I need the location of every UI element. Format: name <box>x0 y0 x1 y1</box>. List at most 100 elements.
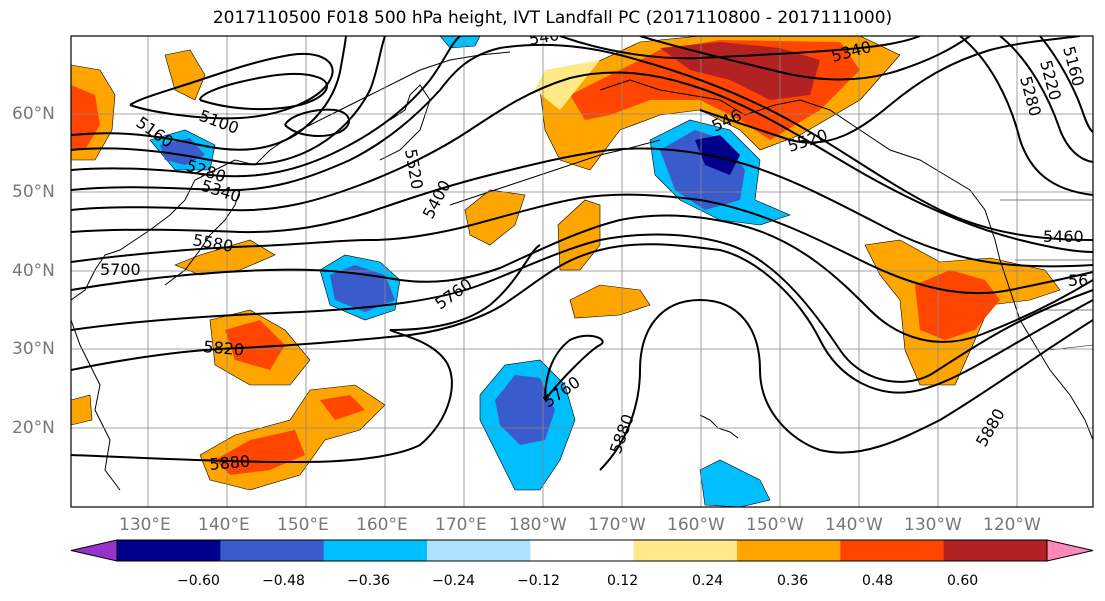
lat-label: 30°N <box>12 339 55 359</box>
contour-ne-3 <box>1039 36 1093 133</box>
contour-5700 <box>71 214 1093 343</box>
ivt-negative-core <box>160 138 205 165</box>
ivt-positive-core <box>215 430 305 475</box>
lat-label: 60°N <box>12 104 55 124</box>
lon-label: 120°W <box>983 515 1041 535</box>
contour-5520-ak <box>699 36 1081 144</box>
colorbar-tick-label: 0.36 <box>777 573 809 589</box>
ivt-positive-region <box>557 199 601 271</box>
lon-label: 130°W <box>904 515 962 535</box>
ivt-positive-region <box>71 394 93 426</box>
colorbar-segment <box>943 540 1048 561</box>
contour-5820 <box>71 243 1093 394</box>
ivt-positive-region <box>464 189 526 246</box>
colorbar <box>70 539 1094 562</box>
ivt-positive-region <box>174 239 276 276</box>
lat-label: 20°N <box>12 418 55 438</box>
contour-5760-loop <box>544 334 604 401</box>
ivt-positive-core <box>320 395 365 420</box>
lon-label: 160°W <box>667 515 725 535</box>
contour-5100-loop <box>199 72 328 111</box>
lon-label: 140°E <box>198 515 250 535</box>
colorbar-tick-label: 0.60 <box>947 573 979 589</box>
gridlines <box>71 36 1093 507</box>
contour-label: 5460 <box>1043 227 1084 246</box>
colorbar-segment <box>840 540 945 561</box>
coastline-japan <box>164 189 241 286</box>
coastline-asia <box>71 51 511 301</box>
colorbar-segment <box>427 540 531 561</box>
ivt-positive-region <box>569 284 651 319</box>
colorbar-extend-max <box>1046 539 1094 562</box>
lon-label: 150°E <box>277 515 329 535</box>
height-contours <box>71 36 1093 471</box>
contour-5340-west <box>71 36 386 166</box>
ivt-negative-core <box>495 375 555 445</box>
colorbar-tick-label: −0.60 <box>177 573 220 589</box>
colorbar-tick-label: 0.12 <box>607 573 639 589</box>
lat-label: 50°N <box>12 182 55 202</box>
coastlines <box>71 51 1093 491</box>
figure-title: 2017110500 F018 500 hPa height, IVT Land… <box>212 8 893 28</box>
ivt-negative-region <box>699 459 771 507</box>
colorbar-tick-label: −0.36 <box>347 573 390 589</box>
ivt-negative-peak <box>695 135 740 175</box>
coastline-kamchatka <box>379 84 431 161</box>
lat-label: 40°N <box>12 261 55 281</box>
hawaii <box>699 414 739 439</box>
ivt-negative-region <box>439 36 481 49</box>
lon-label: 130°E <box>119 515 171 535</box>
ivt-positive-region <box>164 49 206 101</box>
contour-label: 5280 <box>1016 74 1045 118</box>
colorbar-tick-label: 0.48 <box>862 573 894 589</box>
lon-label: 150°W <box>746 515 804 535</box>
contour-label: 5520 <box>401 147 427 190</box>
lon-label: 180°W <box>509 515 567 535</box>
colorbar-segment <box>117 540 221 561</box>
contour-5460 <box>71 43 1093 241</box>
contour-5280 <box>71 36 347 151</box>
contour-5580 <box>71 147 1093 268</box>
lon-label: 140°W <box>825 515 883 535</box>
contour-5880-east <box>599 298 1093 471</box>
contour-5160-loop <box>129 52 334 120</box>
ivt-positive-region <box>535 60 600 110</box>
lon-label: 170°E <box>435 515 487 535</box>
colorbar-segment <box>530 540 635 561</box>
coastline-namerica-west <box>994 239 1093 441</box>
coastline-alaska <box>599 79 996 241</box>
contour-5880-south <box>71 244 541 464</box>
colorbar-segment <box>220 540 325 561</box>
contour-label: 5820 <box>203 337 245 359</box>
contour-5400 <box>71 36 461 178</box>
colorbar-frame <box>116 539 1048 562</box>
lon-label: 170°W <box>588 515 646 535</box>
contour-label: 5700 <box>100 260 141 279</box>
ivt-positive-core <box>225 320 285 370</box>
colorbar-tick-label: −0.12 <box>517 573 560 589</box>
contour-label: 5880 <box>606 412 638 457</box>
contour-5340-north <box>559 36 921 60</box>
colorbar-tick-label: −0.24 <box>432 573 475 589</box>
colorbar-tick-label: −0.48 <box>262 573 305 589</box>
lon-label: 160°E <box>356 515 408 535</box>
coastline-asia-south <box>71 319 121 491</box>
contour-5460-north <box>639 36 971 81</box>
contour-label: 5160 <box>1059 44 1088 88</box>
contour-label: 5100 <box>197 106 242 138</box>
contour-label: 5340 <box>199 176 244 207</box>
contour-label: 56 <box>1068 271 1088 290</box>
contour-ne-1 <box>959 36 1093 196</box>
contour-5760 <box>71 233 1093 383</box>
contour-ne-2 <box>999 36 1093 163</box>
ivt-shading <box>71 36 1061 507</box>
contour-label: 5880 <box>209 452 251 474</box>
contour-5040-loop <box>284 108 350 137</box>
contour-5520 <box>71 71 1093 253</box>
map-frame <box>70 35 1094 508</box>
colorbar-tick-label: 0.24 <box>692 573 724 589</box>
colorbar-segment <box>737 540 841 561</box>
state-borders <box>1000 199 1093 351</box>
colorbar-segment <box>633 540 738 561</box>
